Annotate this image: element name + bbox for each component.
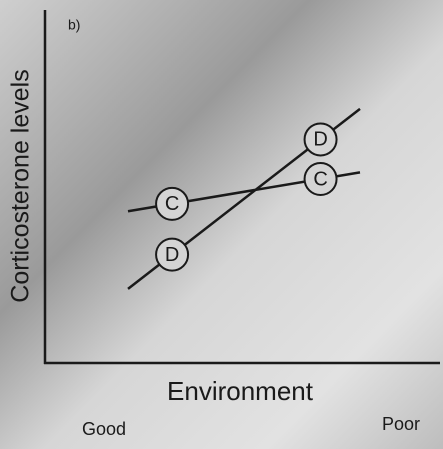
series-marker (155, 186, 190, 221)
x-tick-label: Poor (382, 414, 420, 434)
subtitle: b) (68, 17, 80, 33)
series-marker (303, 122, 338, 157)
series-label: C (165, 193, 179, 215)
series-label: D (165, 244, 179, 266)
series-label: D (313, 129, 327, 151)
x-axis-label: Environment (167, 376, 314, 406)
series-marker (155, 237, 190, 272)
series-label: C (313, 168, 327, 190)
y-axis-label: Corticosterone levels (7, 69, 35, 302)
series-marker (303, 161, 338, 196)
x-tick-label: Good (82, 419, 126, 439)
